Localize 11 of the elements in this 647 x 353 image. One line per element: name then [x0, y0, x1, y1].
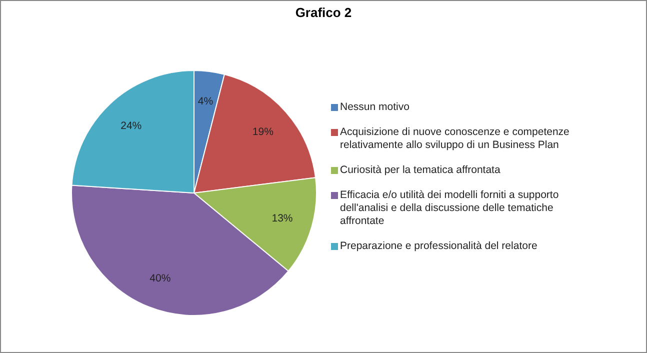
- data-label: 4%: [198, 96, 214, 108]
- legend-label: Curiosità per la tematica affrontata: [339, 164, 502, 177]
- legend-label: Preparazione e professionalità del relatore: [339, 240, 538, 253]
- legend-label: Acquisizione di nuove conoscenze e competenze relativamente allo sviluppo di un Business Plan: [339, 126, 570, 152]
- data-label: 13%: [272, 212, 293, 225]
- legend-label: Nessun motivo: [339, 101, 410, 114]
- data-label: 24%: [120, 120, 142, 132]
- legend-label: Efficacia e/o utilità dei modelli forniti a supporto dell'analisi e della discussione delle tematiche affrontate: [339, 189, 560, 228]
- data-label: 19%: [252, 126, 274, 138]
- chart-title: Grafico 2: [294, 5, 353, 20]
- data-label: 40%: [150, 272, 171, 284]
